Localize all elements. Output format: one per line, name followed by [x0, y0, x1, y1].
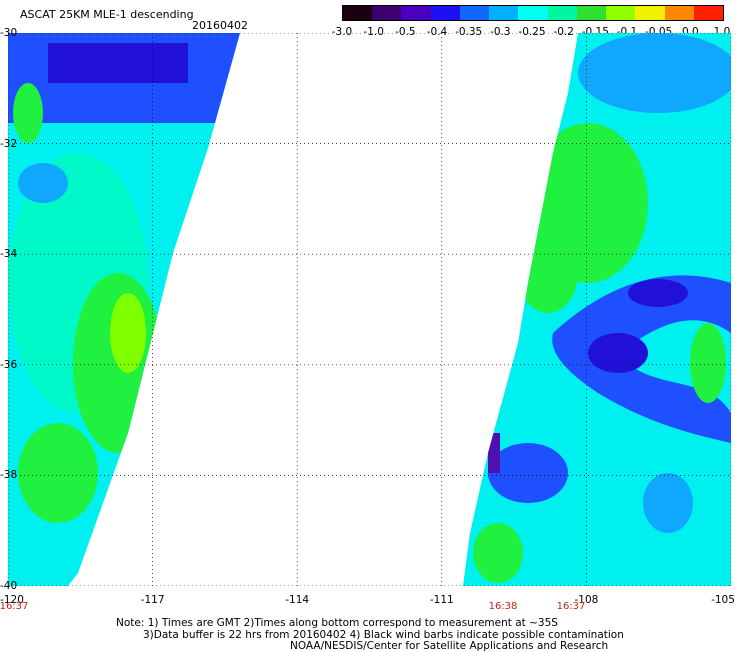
left-deep-patch [48, 43, 188, 83]
colorbar-label: -1.0 [363, 26, 384, 38]
latitude-label: -34 [0, 248, 18, 261]
longitude-label: -117 [140, 594, 165, 606]
colorbar-segment [635, 6, 666, 20]
colorbar-segment [576, 6, 607, 20]
left-edge-green [13, 83, 43, 143]
colorbar-label: -0.5 [395, 26, 416, 38]
left-green-lower [18, 423, 98, 523]
right-blue-band [552, 275, 731, 443]
map-title: ASCAT 25KM MLE-1 descending [20, 8, 194, 21]
right-purple-patch [488, 433, 500, 473]
right-green-edge [690, 323, 726, 403]
map-date: 20160402 [192, 19, 248, 32]
colorbar-segment [606, 6, 636, 20]
right-deep-patch [588, 333, 648, 373]
right-deep-patch-2 [628, 279, 688, 307]
latitude-label: -38 [0, 469, 18, 482]
pass-time-label: 16:38 [488, 601, 518, 612]
right-green-lower [473, 523, 523, 583]
colorbar-segment [401, 6, 432, 20]
left-sky-patch [18, 163, 68, 203]
latitude-label: -30 [0, 27, 18, 39]
latitude-label: -32 [0, 137, 18, 150]
latitude-label: -36 [0, 358, 18, 371]
longitude-label: -111 [429, 594, 454, 606]
right-swath [463, 33, 731, 586]
colorbar [342, 5, 724, 21]
colorbar-label: -3.0 [331, 26, 353, 38]
colorbar-segment [372, 6, 402, 20]
colorbar-segment [518, 6, 549, 20]
note-line-2: 3)Data buffer is 22 hrs from 20160402 4)… [143, 629, 624, 641]
longitude-label: -120 [0, 594, 24, 606]
right-green-left [518, 233, 578, 313]
right-blue-lower [488, 443, 568, 503]
longitude-label: -114 [285, 594, 310, 606]
colorbar-segment [693, 6, 724, 20]
left-swath [8, 33, 240, 586]
latitude-label: -40 [0, 580, 18, 592]
note-line-3: NOAA/NESDIS/Center for Satellite Applica… [290, 640, 609, 652]
colorbar-label: -0.4 [426, 26, 448, 38]
right-sky-lower [643, 473, 693, 533]
colorbar-segment [547, 6, 578, 20]
graticule [8, 33, 731, 586]
colorbar-label: -0.35 [455, 26, 483, 38]
colorbar-segment [459, 6, 490, 20]
note-line-1: Note: 1) Times are GMT 2)Times along bot… [116, 617, 558, 629]
pass-time-label: 16:37 [0, 601, 29, 612]
colorbar-segment [489, 6, 519, 20]
pass-time-label: 16:37 [556, 601, 586, 612]
colorbar-label: -0.2 [553, 26, 574, 38]
longitude-label: -105 [711, 594, 735, 606]
colorbar-segment [343, 6, 373, 20]
colorbar-label: -0.3 [490, 26, 511, 38]
wind-map [8, 33, 731, 586]
longitude-label: -108 [574, 594, 599, 606]
right-top-sky [578, 33, 731, 113]
colorbar-label: -0.25 [518, 26, 546, 38]
colorbar-segment [430, 6, 461, 20]
left-lime-patch [110, 293, 146, 373]
colorbar-segment [664, 6, 695, 20]
